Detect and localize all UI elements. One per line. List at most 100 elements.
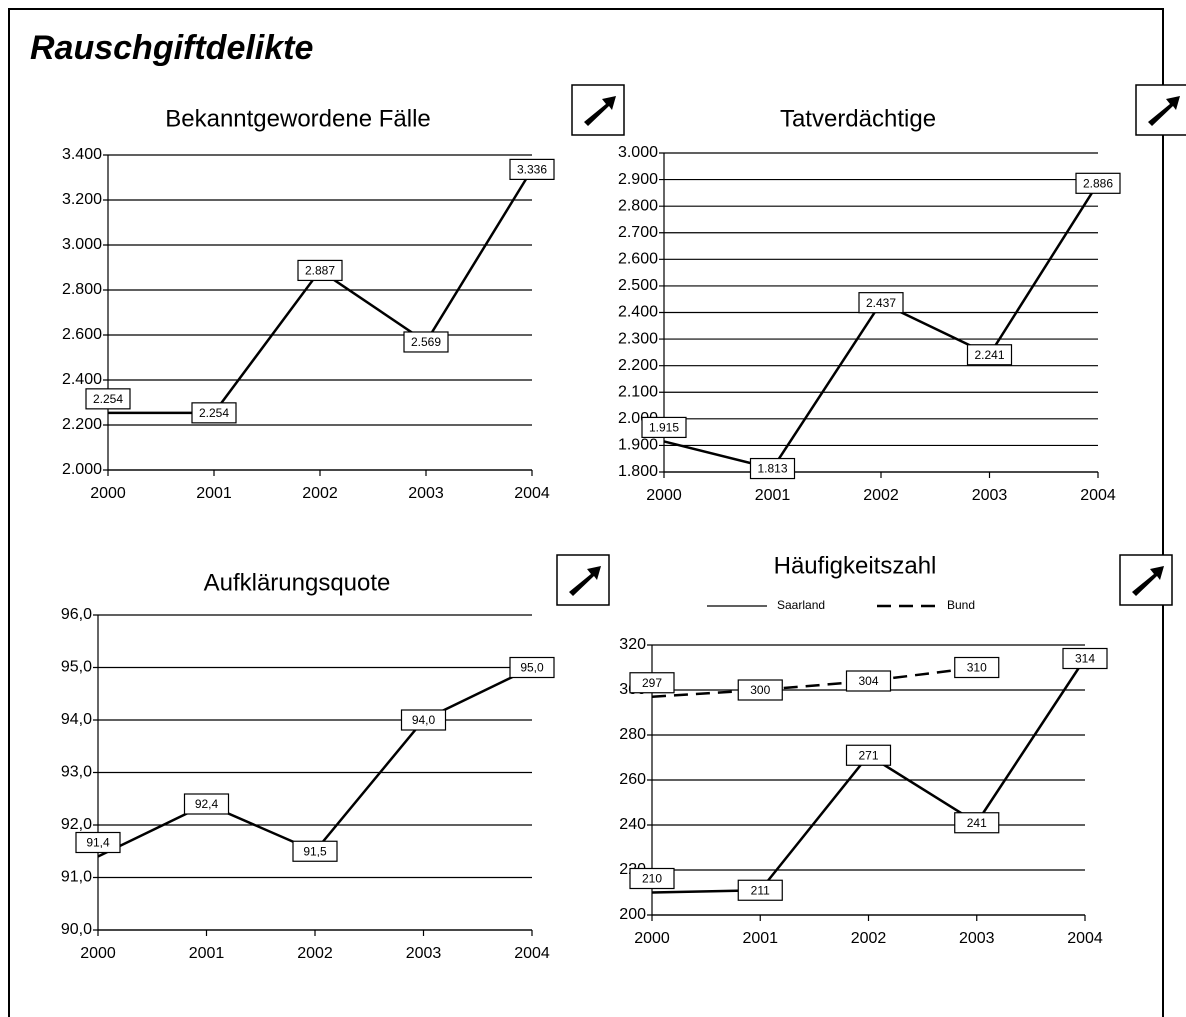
y-tick-label: 2.100 (618, 383, 658, 400)
value-label-box (509, 656, 555, 679)
chart-title: Bekanntgewordene Fälle (165, 105, 431, 132)
y-tick-label: 2.000 (62, 461, 102, 478)
legend-label: Bund (947, 598, 975, 612)
line (97, 666, 533, 858)
value-label-box (509, 158, 555, 180)
line (651, 666, 977, 698)
x-tick-label: 2001 (755, 487, 791, 504)
y-tick-label: 200 (619, 906, 646, 923)
y-tick-label: 92,0 (61, 816, 92, 833)
x-tick-label: 2001 (196, 485, 232, 502)
page-title: Rauschgiftdelikte (30, 29, 313, 67)
y-tick-label: 2.200 (62, 416, 102, 433)
y-tick-label: 93,0 (61, 764, 92, 781)
value-label-box (85, 388, 131, 410)
value-label-box (75, 831, 121, 854)
value-label: 2.569 (411, 335, 441, 349)
x-tick-label: 2004 (1067, 930, 1103, 947)
x-tick-label: 2000 (90, 485, 126, 502)
value-label: 91,4 (86, 836, 110, 850)
icon (556, 84, 1186, 606)
value-label: 2.887 (305, 264, 335, 278)
value-label-box (737, 879, 783, 901)
y-tick-label: 2.900 (618, 171, 658, 188)
value-label: 92,4 (195, 797, 219, 811)
x-tick-label: 2004 (514, 945, 550, 962)
value-label: 241 (967, 816, 987, 830)
value-label: 2.886 (1083, 176, 1113, 190)
y-tick-label: 2.200 (618, 357, 658, 374)
value-label: 211 (751, 883, 770, 897)
value-label: 297 (642, 676, 662, 690)
value-label: 94,0 (412, 713, 436, 727)
value-label-box (749, 457, 796, 480)
y-tick-label: 2.600 (62, 326, 102, 343)
value-label-box (400, 709, 447, 731)
frame (8, 8, 1164, 1017)
chart-title: Tatverdächtige (780, 105, 936, 132)
x-tick-label: 2001 (742, 930, 778, 947)
legend-label: Saarland (777, 598, 825, 612)
value-label: 2.437 (866, 296, 896, 310)
y-tick-label: 90,0 (61, 921, 92, 938)
value-label: 300 (750, 683, 770, 697)
value-label: 310 (967, 661, 987, 675)
y-tick-label: 96,0 (61, 606, 92, 623)
x-tick-label: 2003 (408, 485, 444, 502)
x-tick-label: 2000 (80, 945, 116, 962)
y-tick-label: 2.500 (618, 277, 658, 294)
line (108, 168, 534, 415)
value-label: 304 (858, 674, 878, 688)
y-tick-label: 2.300 (618, 330, 658, 347)
y-tick-label: 3.000 (62, 236, 102, 253)
y-tick-label: 2.600 (618, 251, 658, 268)
x-tick-label: 2000 (634, 930, 670, 947)
x-tick-label: 2004 (1080, 487, 1116, 504)
value-label: 3.336 (517, 163, 547, 177)
y-tick-label: 280 (619, 726, 646, 743)
value-label: 314 (1075, 652, 1095, 666)
value-label-box (954, 812, 1000, 834)
value-label-box (966, 344, 1013, 366)
x-tick-label: 2000 (646, 487, 682, 504)
y-tick-label: 95,0 (61, 659, 92, 676)
x-tick-label: 2003 (959, 930, 995, 947)
y-tick-label: 260 (619, 771, 646, 788)
value-label-box (629, 672, 675, 694)
value-label: 95,0 (520, 661, 544, 675)
value-label: 2.254 (199, 406, 229, 420)
y-tick-label: 1.800 (618, 463, 658, 480)
value-label: 210 (642, 872, 662, 886)
value-label-box (191, 402, 237, 424)
value-label-box (737, 679, 783, 701)
y-tick-label: 3.000 (618, 144, 658, 161)
x-tick-label: 2002 (302, 485, 338, 502)
value-label-box (403, 331, 449, 353)
y-tick-label: 3.400 (62, 146, 102, 163)
value-label-box (183, 793, 230, 815)
y-tick-label: 94,0 (61, 711, 92, 728)
y-tick-label: 2.800 (618, 197, 658, 214)
y-tick-label: 91,0 (61, 869, 92, 886)
value-label-box (292, 840, 338, 862)
value-label-box (845, 744, 892, 766)
x-tick-label: 2004 (514, 485, 550, 502)
value-label-box (641, 416, 687, 439)
value-label-box (297, 259, 343, 282)
value-label-box (1062, 647, 1108, 670)
y-tick-label: 2.800 (62, 281, 102, 298)
y-tick-label: 1.900 (618, 437, 658, 454)
value-label: 1.813 (757, 462, 787, 476)
y-tick-label: 320 (619, 636, 646, 653)
line (651, 657, 1087, 894)
value-label-box (954, 656, 1000, 679)
y-tick-label: 2.700 (618, 224, 658, 241)
value-label-box (845, 670, 892, 692)
value-label: 2.254 (93, 392, 123, 406)
x-tick-label: 2002 (851, 930, 887, 947)
x-tick-label: 2003 (972, 487, 1008, 504)
value-label-box (1075, 172, 1121, 194)
y-tick-label: 240 (619, 816, 646, 833)
value-label: 2.241 (974, 348, 1004, 362)
chart-title: Häufigkeitszahl (774, 552, 937, 579)
